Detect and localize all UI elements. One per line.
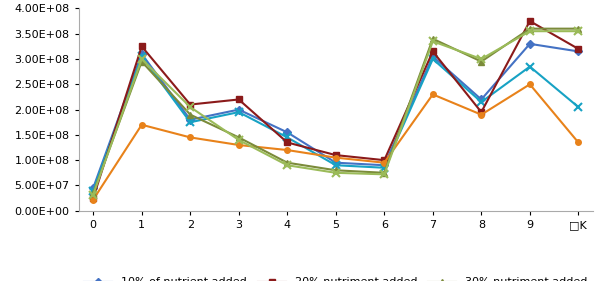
Legend: 10% of nutrient added, 20% nutriment added, 30% nutriment added: 10% of nutrient added, 20% nutriment add… <box>80 273 592 281</box>
30% nutriment added <box>478 60 485 63</box>
30% nutriment added <box>186 113 194 116</box>
30% nutriment added <box>429 37 436 40</box>
20% nutriment added <box>429 50 436 53</box>
20% nutriment added <box>381 158 388 162</box>
30% nutriment added <box>575 27 582 30</box>
30% nutriment added <box>332 169 339 172</box>
10% of nutrient added <box>429 55 436 58</box>
10% of nutrient added <box>381 164 388 167</box>
10% of nutrient added <box>332 161 339 164</box>
20% nutriment added <box>235 98 243 101</box>
10% of nutrient added <box>526 42 534 46</box>
10% of nutrient added <box>575 50 582 53</box>
20% nutriment added <box>575 47 582 51</box>
30% nutriment added <box>526 27 534 30</box>
Line: 10% of nutrient added: 10% of nutrient added <box>90 41 581 191</box>
30% nutriment added <box>90 191 97 195</box>
Line: 30% nutriment added: 30% nutriment added <box>90 25 582 196</box>
30% nutriment added <box>381 171 388 175</box>
10% of nutrient added <box>235 108 243 111</box>
20% nutriment added <box>90 196 97 200</box>
20% nutriment added <box>478 110 485 114</box>
10% of nutrient added <box>478 98 485 101</box>
30% nutriment added <box>284 161 291 164</box>
10% of nutrient added <box>284 131 291 134</box>
Line: 20% nutriment added: 20% nutriment added <box>90 18 581 201</box>
10% of nutrient added <box>186 118 194 121</box>
20% nutriment added <box>526 19 534 23</box>
20% nutriment added <box>284 141 291 144</box>
20% nutriment added <box>186 103 194 106</box>
10% of nutrient added <box>90 186 97 190</box>
30% nutriment added <box>235 136 243 139</box>
10% of nutrient added <box>138 52 145 56</box>
30% nutriment added <box>138 60 145 63</box>
20% nutriment added <box>332 153 339 157</box>
20% nutriment added <box>138 45 145 48</box>
